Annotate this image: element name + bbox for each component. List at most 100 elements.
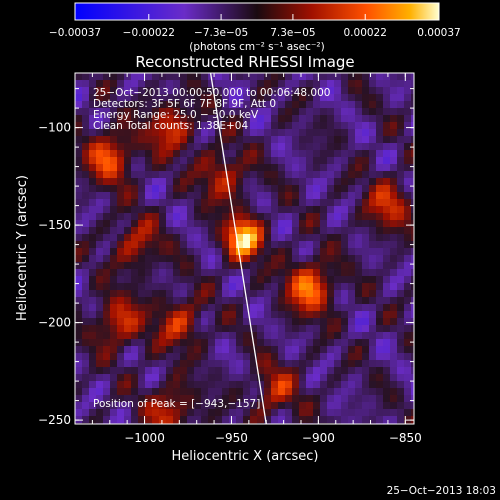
heatmap-cell: [243, 178, 251, 186]
heatmap-cell: [292, 73, 300, 81]
heatmap-cell: [250, 262, 258, 270]
heatmap-cell: [75, 234, 83, 242]
heatmap-cell: [285, 388, 293, 396]
heatmap-cell: [271, 234, 279, 242]
heatmap-cell: [194, 80, 202, 88]
heatmap-cell: [411, 262, 414, 270]
heatmap-cell: [355, 332, 363, 340]
heatmap-cell: [145, 185, 153, 193]
heatmap-cell: [138, 416, 146, 424]
heatmap-cell: [369, 339, 377, 347]
heatmap-cell: [180, 227, 188, 235]
heatmap-cell: [117, 80, 125, 88]
heatmap-cell: [348, 395, 356, 403]
heatmap-cell: [110, 367, 118, 375]
heatmap-cell: [243, 185, 251, 193]
heatmap-cell: [96, 311, 104, 319]
heatmap-cell: [187, 80, 195, 88]
heatmap-cell: [355, 220, 363, 228]
heatmap-cell: [313, 87, 321, 95]
heatmap-cell: [264, 290, 272, 298]
heatmap-cell: [285, 353, 293, 361]
heatmap-cell: [362, 325, 370, 333]
heatmap-cell: [222, 346, 230, 354]
heatmap-cell: [145, 94, 153, 102]
heatmap-cell: [292, 290, 300, 298]
heatmap-cell: [250, 318, 258, 326]
heatmap-cell: [250, 136, 258, 144]
heatmap-cell: [362, 332, 370, 340]
heatmap-cell: [75, 395, 83, 403]
heatmap-cell: [229, 283, 237, 291]
heatmap-cell: [390, 416, 398, 424]
heatmap-cell: [299, 374, 307, 382]
heatmap-cell: [124, 325, 132, 333]
heatmap-cell: [250, 283, 258, 291]
heatmap-cell: [75, 339, 83, 347]
heatmap-cell: [82, 297, 90, 305]
heatmap-cell: [75, 318, 83, 326]
heatmap-cell: [117, 178, 125, 186]
heatmap-cell: [173, 360, 181, 368]
heatmap-cell: [145, 101, 153, 109]
heatmap-cell: [222, 290, 230, 298]
heatmap-cell: [243, 115, 251, 123]
heatmap-cell: [229, 276, 237, 284]
heatmap-cell: [222, 416, 230, 424]
heatmap-cell: [75, 353, 83, 361]
heatmap-cell: [250, 178, 258, 186]
heatmap-cell: [376, 262, 384, 270]
heatmap-cell: [159, 402, 167, 410]
heatmap-cell: [278, 339, 286, 347]
heatmap-cell: [257, 213, 265, 221]
heatmap-cell: [390, 311, 398, 319]
heatmap-cell: [299, 185, 307, 193]
heatmap-cell: [320, 353, 328, 361]
heatmap-cell: [166, 220, 174, 228]
heatmap-cell: [397, 192, 405, 200]
heatmap-cell: [257, 101, 265, 109]
heatmap-cell: [194, 129, 202, 137]
heatmap-cell: [292, 108, 300, 116]
heatmap-cell: [75, 311, 83, 319]
heatmap-cell: [285, 276, 293, 284]
heatmap-cell: [103, 353, 111, 361]
heatmap-cell: [215, 199, 223, 207]
heatmap-cell: [117, 136, 125, 144]
heatmap-cell: [82, 311, 90, 319]
heatmap-cell: [173, 248, 181, 256]
heatmap-cell: [243, 409, 251, 417]
heatmap-cell: [138, 199, 146, 207]
heatmap-cell: [180, 283, 188, 291]
heatmap-cell: [348, 304, 356, 312]
heatmap-cell: [362, 234, 370, 242]
heatmap-cell: [138, 290, 146, 298]
heatmap-cell: [271, 80, 279, 88]
heatmap-cell: [250, 332, 258, 340]
heatmap-cell: [306, 129, 314, 137]
heatmap-cell: [397, 269, 405, 277]
heatmap-cell: [271, 297, 279, 305]
heatmap-cell: [278, 297, 286, 305]
heatmap-cell: [278, 353, 286, 361]
heatmap-cell: [117, 115, 125, 123]
heatmap-cell: [159, 115, 167, 123]
heatmap-cell: [334, 276, 342, 284]
heatmap-cell: [117, 339, 125, 347]
heatmap-cell: [404, 297, 412, 305]
heatmap-cell: [96, 129, 104, 137]
heatmap-cell: [145, 353, 153, 361]
heatmap-cell: [411, 108, 414, 116]
heatmap-cell: [299, 94, 307, 102]
heatmap-cell: [117, 388, 125, 396]
heatmap-cell: [327, 143, 335, 151]
heatmap-cell: [82, 304, 90, 312]
heatmap-cell: [145, 283, 153, 291]
heatmap-cell: [194, 276, 202, 284]
heatmap-cell: [236, 206, 244, 214]
heatmap-cell: [327, 108, 335, 116]
heatmap-cell: [278, 388, 286, 396]
heatmap-cell: [131, 227, 139, 235]
heatmap-cell: [117, 108, 125, 116]
heatmap-cell: [215, 171, 223, 179]
